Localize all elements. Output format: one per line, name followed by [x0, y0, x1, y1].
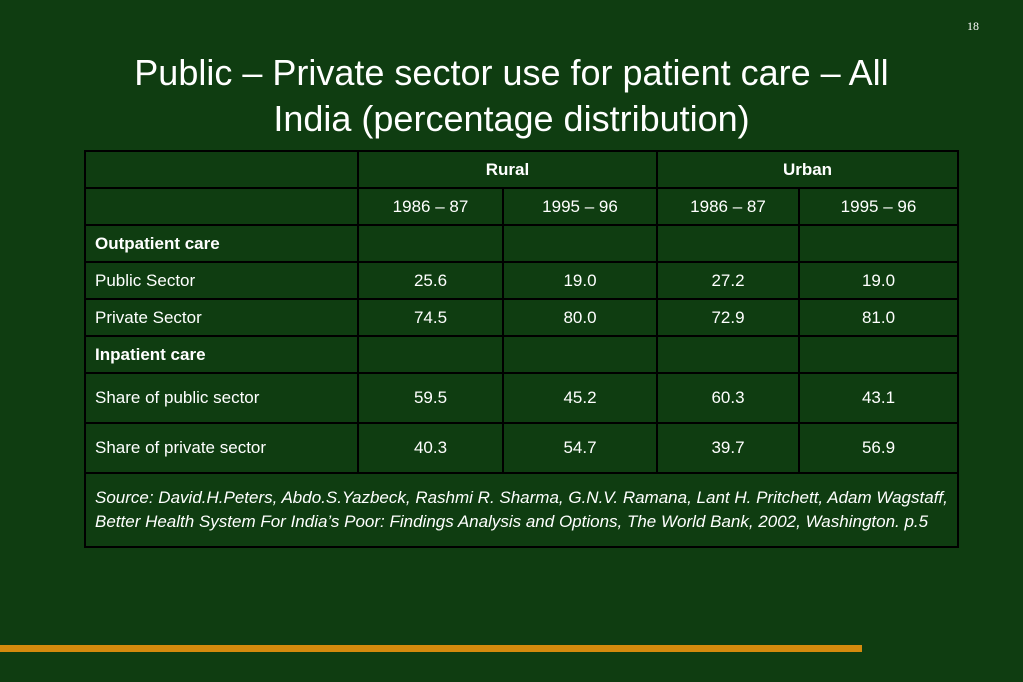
- urban-header: Urban: [656, 150, 959, 189]
- section-row-outpatient: Outpatient care: [84, 224, 959, 263]
- row-label: Share of private sector: [84, 422, 359, 474]
- year-header: 1986 – 87: [656, 187, 800, 226]
- year-header: 1986 – 87: [357, 187, 504, 226]
- table-cell: 80.0: [502, 298, 658, 337]
- year-header: 1995 – 96: [502, 187, 658, 226]
- year-header: 1995 – 96: [798, 187, 959, 226]
- section-label: Outpatient care: [84, 224, 359, 263]
- table-cell: 72.9: [656, 298, 800, 337]
- table-cell: 59.5: [357, 372, 504, 424]
- data-table: Rural Urban 1986 – 87 1995 – 96 1986 – 8…: [84, 150, 959, 548]
- source-citation: Source: David.H.Peters, Abdo.S.Yazbeck, …: [84, 472, 959, 548]
- accent-bar: [0, 645, 862, 652]
- page-number: 18: [967, 19, 979, 33]
- table-cell: 60.3: [656, 372, 800, 424]
- title-line-2: India (percentage distribution): [273, 98, 750, 139]
- section-row-inpatient: Inpatient care: [84, 335, 959, 374]
- empty-header-cell: [84, 187, 359, 226]
- table-cell: 39.7: [656, 422, 800, 474]
- source-row: Source: David.H.Peters, Abdo.S.Yazbeck, …: [84, 472, 959, 548]
- slide-title: Public – Private sector use for patient …: [40, 50, 983, 142]
- group-header-row: Rural Urban: [84, 150, 959, 189]
- table-cell: 40.3: [357, 422, 504, 474]
- section-label: Inpatient care: [84, 335, 359, 374]
- rural-header: Rural: [357, 150, 658, 189]
- title-line-1: Public – Private sector use for patient …: [134, 52, 889, 93]
- row-label: Public Sector: [84, 261, 359, 300]
- table-cell: 19.0: [502, 261, 658, 300]
- table-row: Private Sector 74.5 80.0 72.9 81.0: [84, 298, 959, 337]
- year-header-row: 1986 – 87 1995 – 96 1986 – 87 1995 – 96: [84, 187, 959, 226]
- table-cell: 45.2: [502, 372, 658, 424]
- table-cell: 54.7: [502, 422, 658, 474]
- table-cell: 74.5: [357, 298, 504, 337]
- table-cell: 81.0: [798, 298, 959, 337]
- table-row: Share of public sector 59.5 45.2 60.3 43…: [84, 372, 959, 424]
- row-label: Share of public sector: [84, 372, 359, 424]
- table-cell: 56.9: [798, 422, 959, 474]
- table-row: Public Sector 25.6 19.0 27.2 19.0: [84, 261, 959, 300]
- table-cell: 25.6: [357, 261, 504, 300]
- table-cell: 27.2: [656, 261, 800, 300]
- table-cell: 43.1: [798, 372, 959, 424]
- row-label: Private Sector: [84, 298, 359, 337]
- table-cell: 19.0: [798, 261, 959, 300]
- empty-header-cell: [84, 150, 359, 189]
- table-row: Share of private sector 40.3 54.7 39.7 5…: [84, 422, 959, 474]
